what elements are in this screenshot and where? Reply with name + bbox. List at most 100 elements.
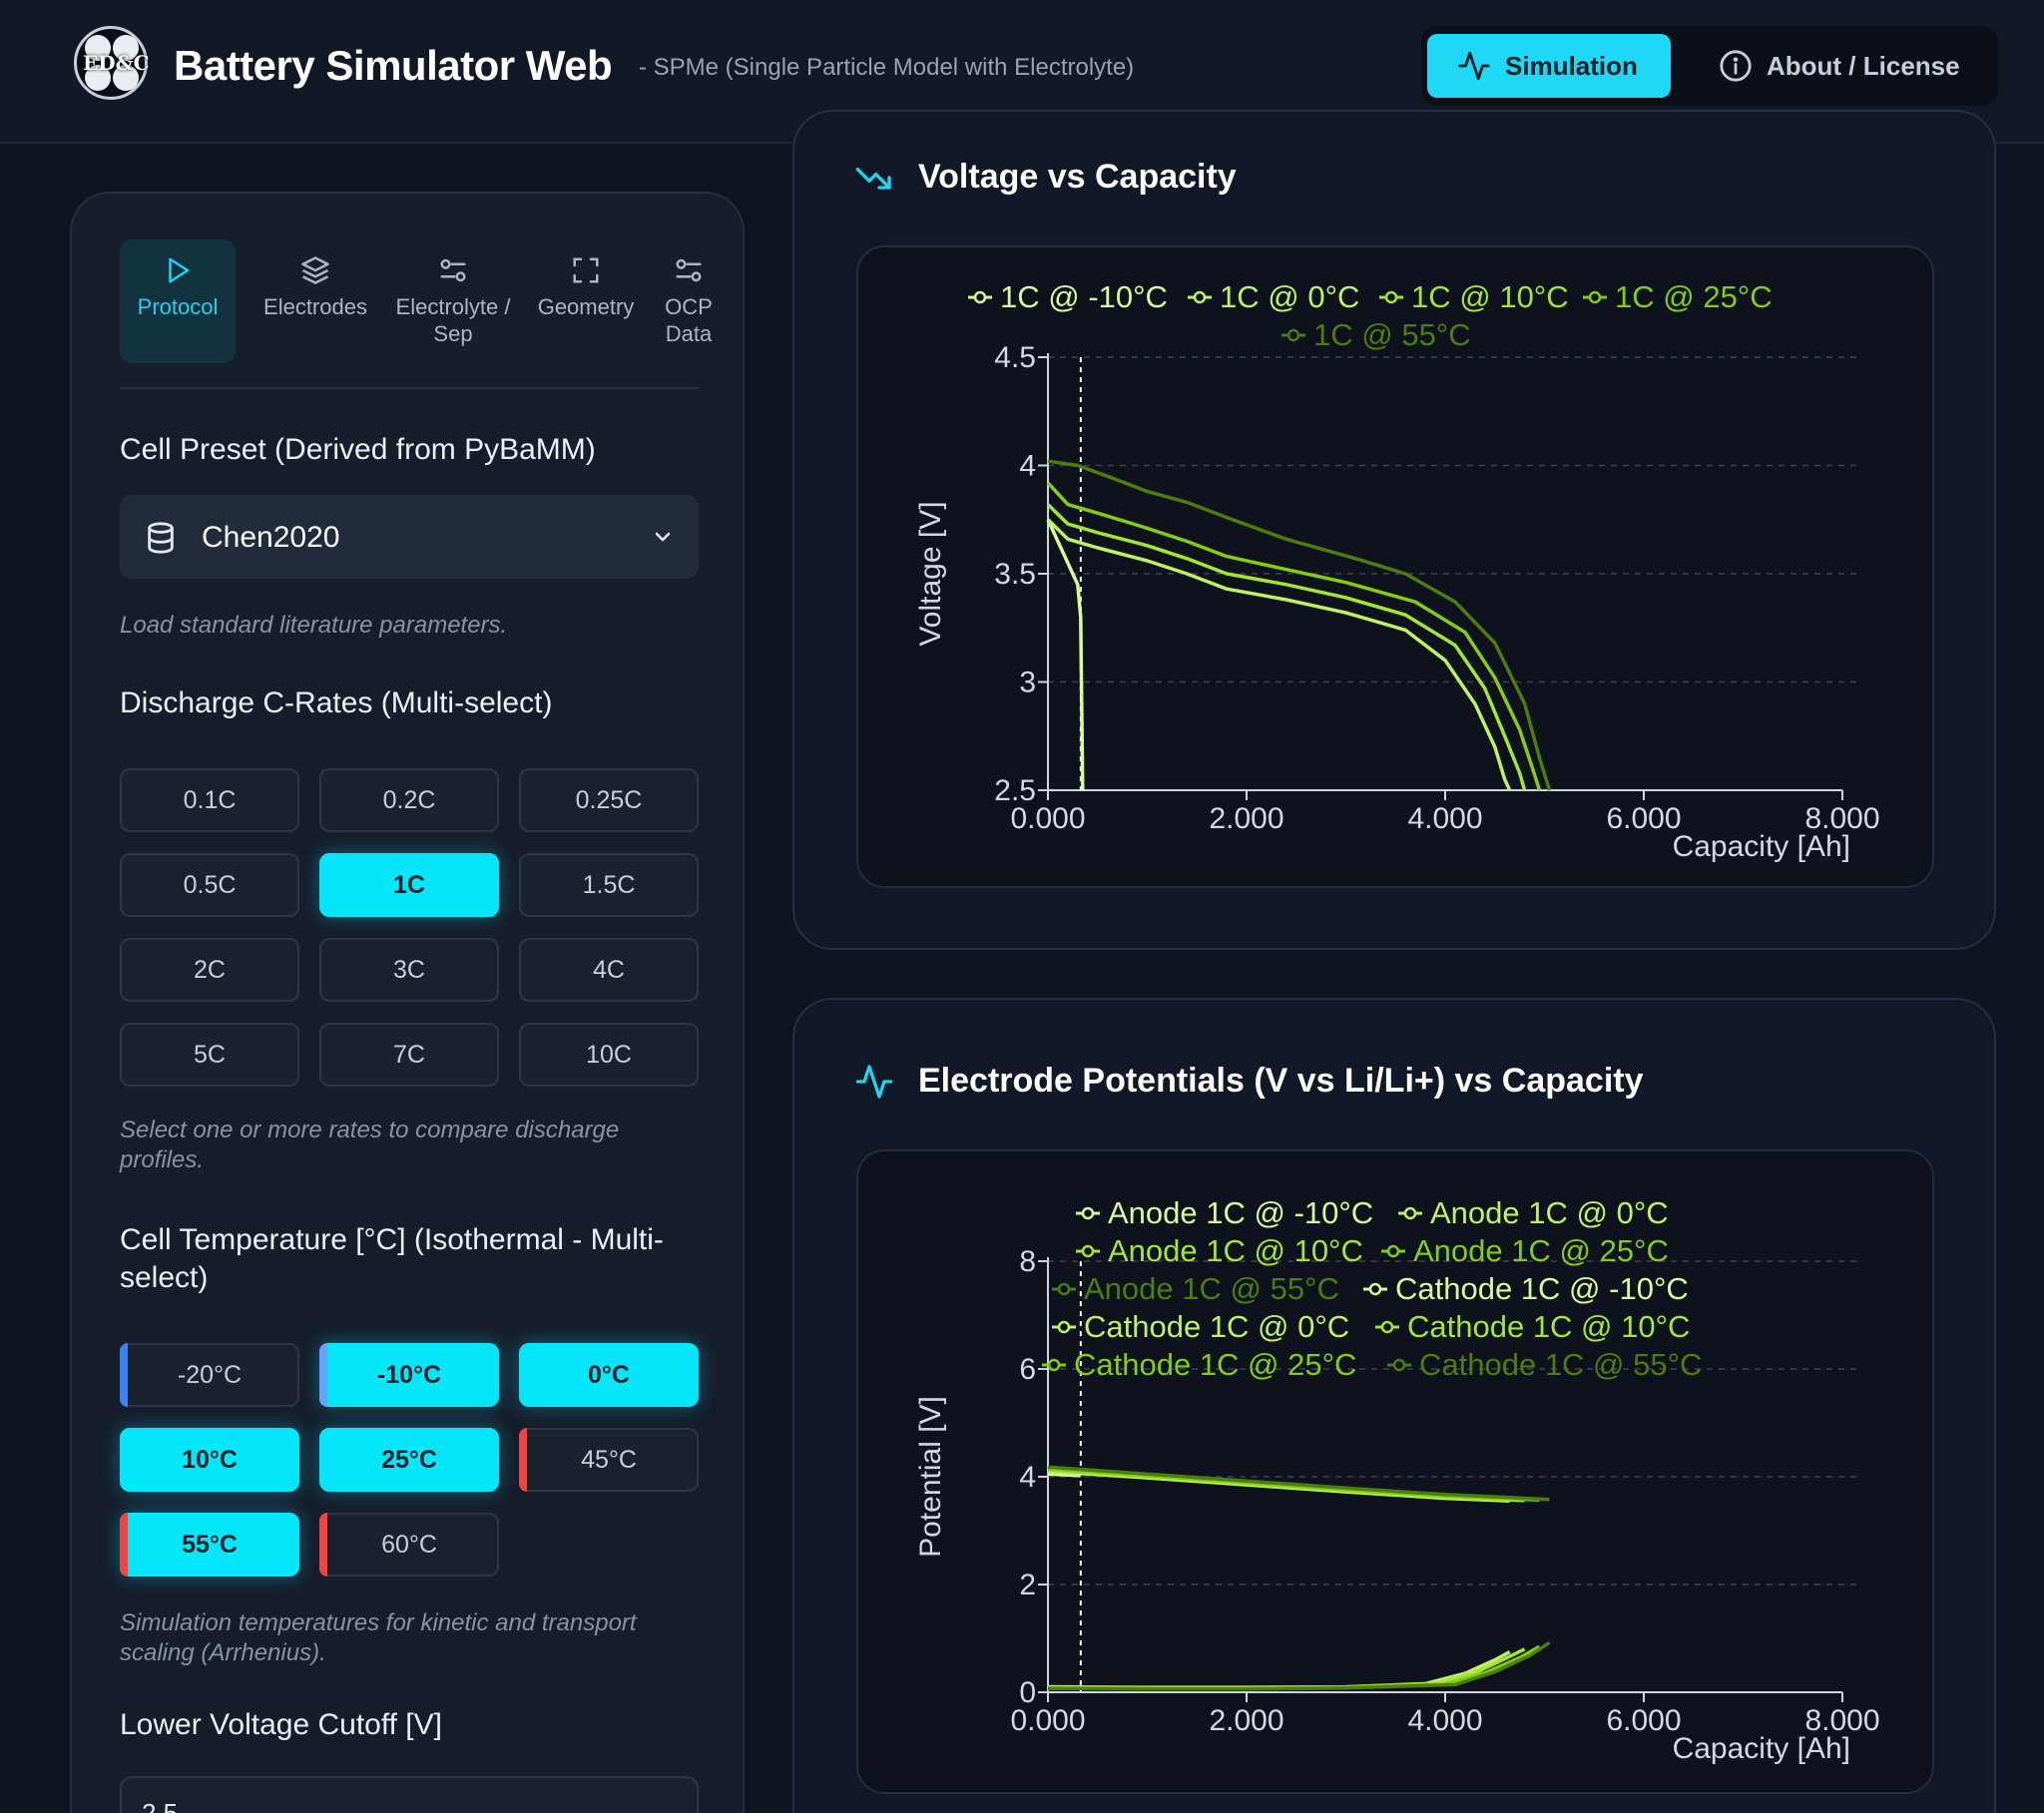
y-tick-label: 4.5 bbox=[994, 341, 1036, 374]
legend-swatch-marker bbox=[1392, 1358, 1406, 1372]
layers-icon bbox=[301, 256, 329, 284]
crate-chip-3c[interactable]: 3C bbox=[319, 938, 499, 1002]
tab-electrolyte[interactable]: Electrolyte / Sep bbox=[393, 239, 513, 363]
temp-indicator-edge bbox=[120, 1343, 128, 1407]
nav-simulation-button[interactable]: Simulation bbox=[1427, 34, 1671, 98]
legend-swatch-marker bbox=[1057, 1320, 1071, 1334]
legend-label: Anode 1C @ 10°C bbox=[1108, 1233, 1363, 1268]
crate-chip-4c[interactable]: 4C bbox=[519, 938, 699, 1002]
legend-item: 1C @ 0°C bbox=[1188, 279, 1359, 314]
activity-icon bbox=[1458, 51, 1490, 81]
temp-chip-25c[interactable]: 25°C bbox=[319, 1428, 499, 1492]
cutoff-title: Lower Voltage Cutoff [V] bbox=[120, 1708, 442, 1741]
legend-swatch-marker bbox=[1081, 1206, 1095, 1220]
series-line bbox=[1046, 518, 1512, 791]
crate-chip-0p2c[interactable]: 0.2C bbox=[319, 768, 499, 832]
x-axis-title: Capacity [Ah] bbox=[1673, 830, 1850, 863]
expand-icon bbox=[573, 257, 599, 283]
voltage-chart[interactable]: 2.5 3 3.5 4 4.5 0.000 2.000 4.000 6.000 8.000Capa… bbox=[858, 247, 1932, 886]
legend-item: 1C @ 10°C bbox=[1379, 279, 1569, 314]
y-tick-label: 4 bbox=[1019, 450, 1036, 483]
legend-label: Anode 1C @ 0°C bbox=[1430, 1195, 1669, 1230]
temp-chip-10c[interactable]: 10°C bbox=[120, 1428, 299, 1492]
y-tick-label: 2.5 bbox=[994, 774, 1036, 807]
settings-sidebar: Protocol Electrodes Electrolyte / Sep Ge… bbox=[70, 192, 745, 1813]
legend-item: Cathode 1C @ 10°C bbox=[1375, 1309, 1690, 1344]
legend-swatch-marker bbox=[1380, 1320, 1394, 1334]
crate-chip-0p25c[interactable]: 0.25C bbox=[519, 768, 699, 832]
x-tick-label: 2.000 bbox=[1209, 802, 1283, 835]
legend-item: Anode 1C @ -10°C bbox=[1076, 1195, 1373, 1230]
legend-item: Cathode 1C @ 0°C bbox=[1052, 1309, 1349, 1344]
legend-swatch-marker bbox=[1057, 1282, 1071, 1296]
legend-label: 1C @ 25°C bbox=[1615, 279, 1773, 314]
app-subtitle: - SPMe (Single Particle Model with Elect… bbox=[639, 54, 1135, 81]
info-icon bbox=[1720, 50, 1752, 82]
sliders-icon bbox=[676, 258, 702, 282]
legend-swatch-marker bbox=[973, 290, 987, 304]
legend-item: 1C @ -10°C bbox=[968, 279, 1168, 314]
legend-label: Cathode 1C @ 0°C bbox=[1084, 1309, 1349, 1344]
legend-swatch-marker bbox=[1286, 328, 1300, 342]
crates-title: Discharge C-Rates (Multi-select) bbox=[120, 686, 553, 719]
temp-chip-label: 45°C bbox=[581, 1445, 637, 1474]
series-line bbox=[1046, 519, 1085, 791]
play-icon bbox=[169, 257, 190, 283]
crate-chip-2c[interactable]: 2C bbox=[120, 938, 299, 1002]
temp-indicator-edge bbox=[319, 1343, 327, 1407]
crate-chip-1c[interactable]: 1C bbox=[319, 853, 499, 917]
series-line bbox=[1047, 1472, 1081, 1478]
legend-swatch-marker bbox=[1403, 1206, 1417, 1220]
chevron-down-icon bbox=[655, 532, 671, 542]
temp-chip--20c[interactable]: -20°C bbox=[120, 1343, 299, 1407]
legend-label: Cathode 1C @ 25°C bbox=[1074, 1347, 1356, 1382]
cell-preset-select[interactable]: Chen2020 bbox=[120, 495, 699, 579]
y-axis-title: Potential [V] bbox=[914, 1396, 947, 1558]
temp-chip-55c[interactable]: 55°C bbox=[120, 1513, 299, 1577]
legend-label: 1C @ 0°C bbox=[1220, 279, 1359, 314]
crate-chip-0p1c[interactable]: 0.1C bbox=[120, 768, 299, 832]
app-title: Battery Simulator Web bbox=[174, 42, 613, 89]
temp-indicator-edge bbox=[519, 1428, 527, 1492]
tab-geometry[interactable]: Geometry bbox=[523, 239, 649, 363]
crates-hint: Select one or more rates to compare disc… bbox=[120, 1117, 620, 1173]
temp-chip-45c[interactable]: 45°C bbox=[519, 1428, 699, 1492]
legend-swatch-marker bbox=[1384, 290, 1398, 304]
crate-chip-1p5c[interactable]: 1.5C bbox=[519, 853, 699, 917]
legend-label: 1C @ 55°C bbox=[1313, 317, 1471, 352]
temp-chip-label: 10°C bbox=[182, 1445, 238, 1474]
temp-chip-0c[interactable]: 0°C bbox=[519, 1343, 699, 1407]
legend-label: Anode 1C @ -10°C bbox=[1108, 1195, 1373, 1230]
app-header: ED&C Battery Simulator Web - SPMe (Singl… bbox=[0, 0, 2044, 144]
nav-simulation-label: Simulation bbox=[1505, 50, 1638, 81]
legend-item: Anode 1C @ 0°C bbox=[1398, 1195, 1669, 1230]
voltage-cutoff-input[interactable]: 2.5 bbox=[120, 1776, 699, 1813]
y-tick-label: 4 bbox=[1019, 1461, 1036, 1494]
temp-chip-label: -10°C bbox=[376, 1360, 442, 1389]
crate-chip-5c[interactable]: 5C bbox=[120, 1023, 299, 1087]
nav-about-label: About / License bbox=[1767, 50, 1960, 81]
tab-electrodes[interactable]: Electrodes bbox=[248, 239, 383, 363]
crate-chip-0p5c[interactable]: 0.5C bbox=[120, 853, 299, 917]
crate-chip-7c[interactable]: 7C bbox=[319, 1023, 499, 1087]
tab-protocol[interactable]: Protocol bbox=[120, 239, 236, 363]
legend-label: Anode 1C @ 25°C bbox=[1413, 1233, 1669, 1268]
series-line bbox=[1047, 1465, 1550, 1502]
temp-chip-label: 60°C bbox=[381, 1530, 437, 1559]
temp-indicator-edge bbox=[120, 1513, 128, 1577]
tab-ocp-data[interactable]: OCP Data bbox=[659, 239, 719, 363]
temp-chip-label: 55°C bbox=[182, 1530, 238, 1559]
app-logo: ED&C bbox=[74, 26, 150, 100]
tab-electrolyte-label: Electrolyte / Sep bbox=[395, 294, 511, 346]
tab-ocp-label: OCP Data bbox=[665, 294, 713, 346]
nav-about-button[interactable]: About / License bbox=[1707, 34, 1986, 98]
crate-chip-10c[interactable]: 10C bbox=[519, 1023, 699, 1087]
x-tick-label: 8.000 bbox=[1804, 802, 1879, 835]
temp-chip--10c[interactable]: -10°C bbox=[319, 1343, 499, 1407]
temp-chip-60c[interactable]: 60°C bbox=[319, 1513, 499, 1577]
top-nav: Simulation About / License bbox=[1421, 26, 1998, 106]
x-tick-label: 4.000 bbox=[1407, 1704, 1482, 1737]
tabs-divider bbox=[120, 387, 699, 389]
x-tick-label: 6.000 bbox=[1606, 802, 1681, 835]
